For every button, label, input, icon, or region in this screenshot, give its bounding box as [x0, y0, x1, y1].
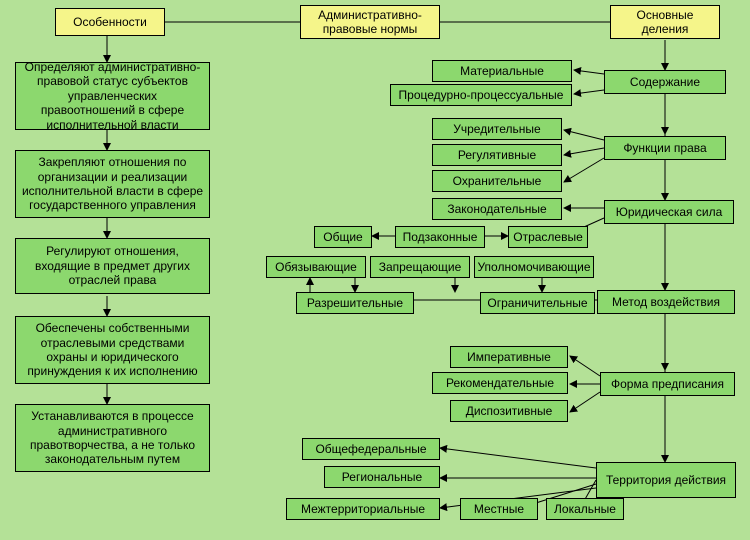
header-divisions: Основные деления [610, 5, 720, 39]
item-authorizing: Уполномочивающие [474, 256, 594, 278]
feature-2: Закрепляют отношения по организации и ре… [15, 150, 210, 218]
feature-5: Устанавливаются в процессе административ… [15, 404, 210, 472]
item-imperative: Императивные [450, 346, 568, 368]
item-general: Общие [314, 226, 372, 248]
item-permissive: Разрешительные [296, 292, 414, 314]
cat-functions: Функции права [604, 136, 726, 160]
item-interterritorial: Межтерриториальные [286, 498, 440, 520]
item-protective: Охранительные [432, 170, 562, 192]
item-regional: Региональные [324, 466, 440, 488]
item-local2: Локальные [546, 498, 624, 520]
item-obliging: Обязывающие [266, 256, 366, 278]
header-features: Особенности [55, 8, 165, 36]
header-title: Административно- правовые нормы [300, 5, 440, 39]
cat-territory: Территория действия [596, 462, 736, 498]
item-dispositive: Диспозитивные [450, 400, 568, 422]
item-sectoral: Отраслевые [508, 226, 588, 248]
feature-3: Регулируют отношения, входящие в предмет… [15, 238, 210, 294]
item-regulative: Регулятивные [432, 144, 562, 166]
feature-1: Определяют административно-правовой стат… [15, 62, 210, 130]
item-legislative: Законодательные [432, 198, 562, 220]
item-sublegal: Подзаконные [395, 226, 485, 248]
item-material: Материальные [432, 60, 572, 82]
cat-legal-force: Юридическая сила [604, 200, 734, 224]
item-procedural: Процедурно-процессуальные [390, 84, 572, 106]
cat-content: Содержание [604, 70, 726, 94]
item-founding: Учредительные [432, 118, 562, 140]
cat-prescription: Форма предписания [600, 372, 735, 396]
item-federal: Общефедеральные [302, 438, 440, 460]
item-recommendatory: Рекомендательные [432, 372, 568, 394]
feature-4: Обеспечены собственными отраслевыми сред… [15, 316, 210, 384]
item-restrictive: Ограничительные [480, 292, 595, 314]
item-prohibiting: Запрещающие [370, 256, 470, 278]
item-local: Местные [460, 498, 538, 520]
cat-method: Метод воздействия [597, 290, 735, 314]
